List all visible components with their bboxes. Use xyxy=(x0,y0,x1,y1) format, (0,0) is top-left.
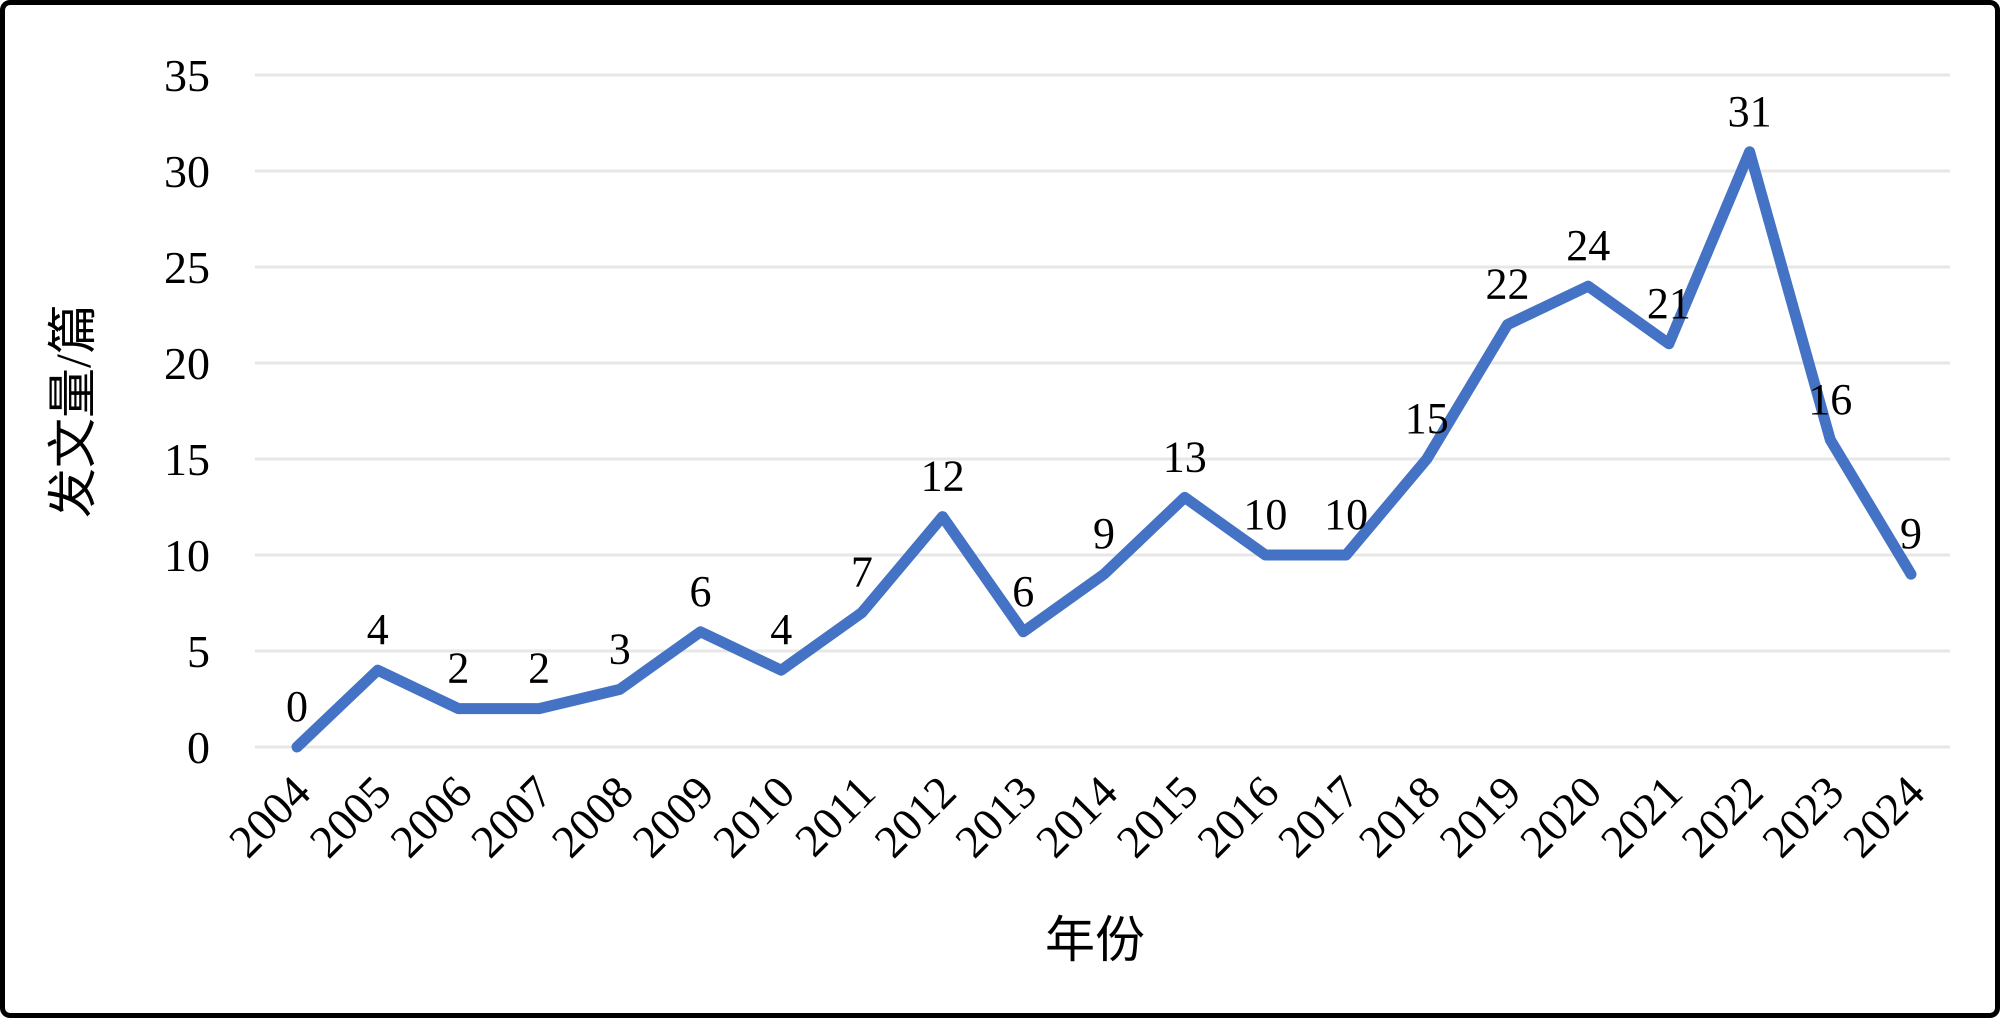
y-axis-title: 发文量/篇 xyxy=(45,304,101,518)
x-tick-label: 2018 xyxy=(1349,766,1450,867)
x-tick-label: 2005 xyxy=(300,766,401,867)
data-point-label: 13 xyxy=(1163,432,1207,481)
x-tick-label: 2008 xyxy=(542,766,643,867)
x-tick-label: 2024 xyxy=(1833,766,1934,867)
x-axis-title: 年份 xyxy=(1045,912,1145,968)
y-tick-label: 30 xyxy=(164,146,210,197)
y-tick-label: 15 xyxy=(164,434,210,485)
x-tick-label: 2023 xyxy=(1752,766,1853,867)
data-point-label: 2 xyxy=(528,644,550,693)
data-point-label: 2 xyxy=(447,644,469,693)
data-point-label: 24 xyxy=(1566,221,1610,270)
series-lines xyxy=(291,146,1917,753)
x-tick-label: 2004 xyxy=(219,766,320,867)
series-line-publications xyxy=(291,146,1917,753)
data-point-label: 6 xyxy=(690,567,712,616)
data-point-label: 0 xyxy=(286,682,308,731)
data-point-label: 10 xyxy=(1243,490,1287,539)
data-point-label: 12 xyxy=(921,452,965,501)
data-point-label: 31 xyxy=(1728,87,1772,136)
data-point-label: 22 xyxy=(1486,260,1530,309)
x-tick-label: 2012 xyxy=(865,766,966,867)
y-axis-tick-labels: 0 5 10 15 20 25 30 35 xyxy=(164,50,210,773)
x-tick-label: 2021 xyxy=(1591,766,1692,867)
y-tick-label: 35 xyxy=(164,50,210,101)
y-tick-label: 20 xyxy=(164,338,210,389)
x-tick-label: 2007 xyxy=(461,766,562,867)
data-point-label: 7 xyxy=(851,548,873,597)
x-tick-label: 2019 xyxy=(1429,766,1530,867)
y-tick-label: 25 xyxy=(164,242,210,293)
y-tick-label: 10 xyxy=(164,530,210,581)
x-tick-label: 2017 xyxy=(1268,766,1369,867)
x-tick-label: 2015 xyxy=(1107,766,1208,867)
data-point-label: 10 xyxy=(1324,490,1368,539)
y-tick-label: 0 xyxy=(187,722,210,773)
data-point-label: 4 xyxy=(770,605,792,654)
x-tick-label: 2011 xyxy=(785,766,885,866)
x-tick-label: 2009 xyxy=(622,766,723,867)
data-point-label: 21 xyxy=(1647,279,1691,328)
y-tick-label: 5 xyxy=(187,626,210,677)
x-tick-label: 2010 xyxy=(703,766,804,867)
data-point-label: 4 xyxy=(367,605,389,654)
data-point-label: 9 xyxy=(1900,509,1922,558)
x-tick-label: 2016 xyxy=(1187,766,1288,867)
x-axis-tick-labels: 2004200520062007200820092010201120122013… xyxy=(219,766,1934,867)
gridlines xyxy=(255,73,1950,749)
x-tick-label: 2006 xyxy=(380,766,481,867)
x-tick-label: 2013 xyxy=(945,766,1046,867)
x-tick-label: 2022 xyxy=(1672,766,1773,867)
data-point-label: 16 xyxy=(1808,375,1852,424)
data-point-label: 9 xyxy=(1093,509,1115,558)
data-point-label: 15 xyxy=(1405,394,1449,443)
data-point-label: 3 xyxy=(609,624,631,673)
x-tick-label: 2014 xyxy=(1026,766,1127,867)
x-tick-label: 2020 xyxy=(1510,766,1611,867)
data-point-label: 6 xyxy=(1012,567,1034,616)
